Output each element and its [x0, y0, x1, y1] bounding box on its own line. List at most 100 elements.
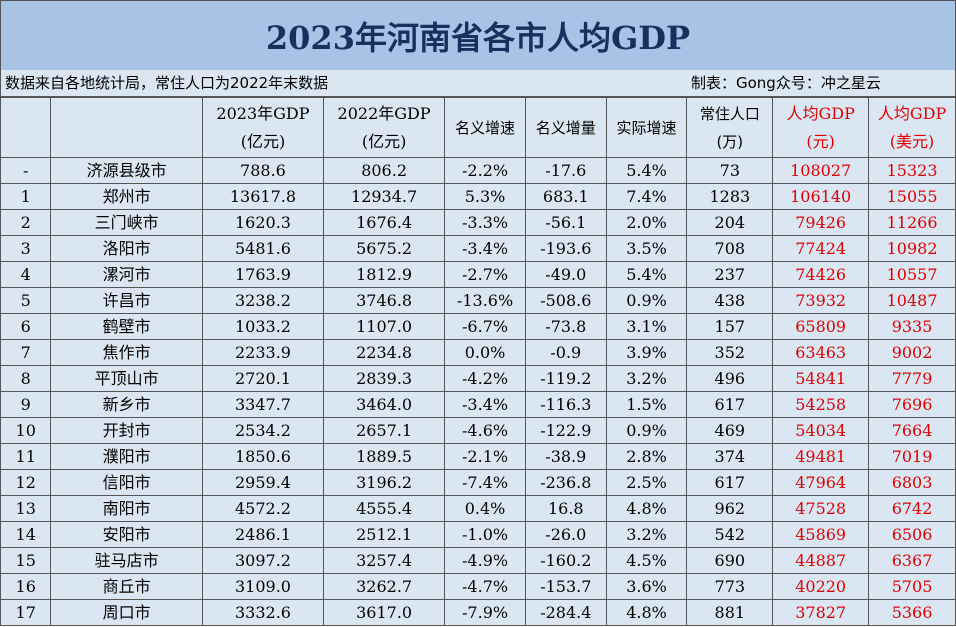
header-line: 人均GDP: [877, 103, 947, 123]
table-cell: 10557: [868, 261, 956, 288]
table-cell: 3.5%: [605, 235, 688, 262]
table-cell: 16: [0, 573, 52, 600]
table-cell: 1283: [686, 183, 774, 210]
table-cell: 4.8%: [605, 495, 688, 522]
table-cell: -236.8: [524, 469, 607, 496]
table-cell: 4555.4: [323, 495, 446, 522]
title: 2023年河南省各市人均GDP: [0, 0, 956, 71]
table-cell: 2512.1: [323, 521, 446, 548]
table-cell: 15: [0, 547, 52, 574]
header-cell: 人均GDP (美元): [868, 97, 956, 158]
table-row: 16 商丘市 3109.0 3262.7 -4.7% -153.7 3.6% 773 40220…: [0, 573, 956, 600]
table-cell: 9002: [868, 339, 956, 366]
table-cell: 106140: [772, 183, 870, 210]
table-cell: 40220: [772, 573, 870, 600]
table-cell: -193.6: [524, 235, 607, 262]
table-row: 2 三门峡市 1620.3 1676.4 -3.3% -56.1 2.0% 204 79426 1…: [0, 209, 956, 236]
table-cell: 15055: [868, 183, 956, 210]
table-row: 4 漯河市 1763.9 1812.9 -2.7% -49.0 5.4% 237 74426 10…: [0, 261, 956, 288]
header-line: 2022年GDP: [337, 103, 431, 123]
table-cell: 773: [686, 573, 774, 600]
table-cell: -7.9%: [444, 599, 526, 626]
table-cell: 16.8: [524, 495, 607, 522]
table-cell: 1763.9: [201, 261, 325, 288]
note-bar: 数据来自各地统计局，常住人口为2022年末数据 制表：Gong众号：冲之星云: [0, 70, 956, 97]
table-cell: 2720.1: [201, 365, 325, 392]
table-cell: 12: [0, 469, 52, 496]
table-cell: 1850.6: [201, 443, 325, 470]
header-line: 常住人口: [699, 104, 760, 123]
table-cell: -4.2%: [444, 365, 526, 392]
table-cell: 6506: [868, 521, 956, 548]
table-cell: -17.6: [524, 157, 607, 184]
table-cell: 15323: [868, 157, 956, 184]
table-cell: 0.9%: [605, 417, 688, 444]
table-cell: 2657.1: [323, 417, 446, 444]
table-cell: 617: [686, 391, 774, 418]
header-line: 人均GDP: [786, 103, 855, 123]
table-cell: 郑州市: [50, 183, 203, 210]
table-cell: -3.3%: [444, 209, 526, 236]
table-cell: 9335: [868, 313, 956, 340]
table-cell: 47964: [772, 469, 870, 496]
table-cell: 806.2: [323, 157, 446, 184]
header-line: (美元): [889, 131, 935, 151]
table-cell: 11: [0, 443, 52, 470]
table-cell: 1889.5: [323, 443, 446, 470]
table-cell: 3097.2: [201, 547, 325, 574]
table-cell: 4.8%: [605, 599, 688, 626]
table-cell: 濮阳市: [50, 443, 203, 470]
table-cell: 开封市: [50, 417, 203, 444]
table-cell: 3746.8: [323, 287, 446, 314]
header-cell: 名义增量: [524, 97, 607, 158]
table-cell: -56.1: [524, 209, 607, 236]
table-cell: 77424: [772, 235, 870, 262]
table-cell: 7019: [868, 443, 956, 470]
table-cell: 3109.0: [201, 573, 325, 600]
table-row: 13 南阳市 4572.2 4555.4 0.4% 16.8 4.8% 962 47528 674…: [0, 495, 956, 522]
table-cell: 信阳市: [50, 469, 203, 496]
table-row: 1 郑州市 13617.8 12934.7 5.3% 683.1 7.4% 1283 10614…: [0, 183, 956, 210]
header-cell: 2022年GDP (亿元): [323, 97, 446, 158]
table-cell: 6: [0, 313, 52, 340]
table-cell: 3.1%: [605, 313, 688, 340]
table-cell: 542: [686, 521, 774, 548]
source-note: 数据来自各地统计局，常住人口为2022年末数据: [5, 74, 329, 92]
table-cell: -119.2: [524, 365, 607, 392]
table-cell: 788.6: [201, 157, 325, 184]
header-line: (元): [806, 131, 835, 151]
table-row: 12 信阳市 2959.4 3196.2 -7.4% -236.8 2.5% 617 47964…: [0, 469, 956, 496]
table-cell: 13: [0, 495, 52, 522]
table-cell: 0.0%: [444, 339, 526, 366]
header-line: 2023年GDP: [216, 103, 310, 123]
table-cell: -13.6%: [444, 287, 526, 314]
table-cell: 5705: [868, 573, 956, 600]
table-cell: 3617.0: [323, 599, 446, 626]
table-cell: 79426: [772, 209, 870, 236]
table-cell: 3196.2: [323, 469, 446, 496]
table-cell: 11266: [868, 209, 956, 236]
table-cell: 3332.6: [201, 599, 325, 626]
table-row: 7 焦作市 2233.9 2234.8 0.0% -0.9 3.9% 352 63463 9002: [0, 339, 956, 366]
table-cell: 73932: [772, 287, 870, 314]
table-row: 15 驻马店市 3097.2 3257.4 -4.9% -160.2 4.5% 690 4488…: [0, 547, 956, 574]
table-cell: 周口市: [50, 599, 203, 626]
table-row: - 济源县级市 788.6 806.2 -2.2% -17.6 5.4% 73 108027 15…: [0, 157, 956, 184]
table-cell: -2.2%: [444, 157, 526, 184]
header-line: 名义增速: [455, 118, 516, 137]
table-cell: 13617.8: [201, 183, 325, 210]
table-cell: 17: [0, 599, 52, 626]
table-cell: 5675.2: [323, 235, 446, 262]
table-cell: -1.0%: [444, 521, 526, 548]
table-cell: 7696: [868, 391, 956, 418]
table-cell: 74426: [772, 261, 870, 288]
table-row: 10 开封市 2534.2 2657.1 -4.6% -122.9 0.9% 469 54034…: [0, 417, 956, 444]
author-note: 制表：Gong众号：冲之星云: [691, 74, 881, 92]
table-cell: 2233.9: [201, 339, 325, 366]
table-cell: -284.4: [524, 599, 607, 626]
table-cell: 新乡市: [50, 391, 203, 418]
table-cell: 6742: [868, 495, 956, 522]
table-cell: 1: [0, 183, 52, 210]
table-cell: 37827: [772, 599, 870, 626]
